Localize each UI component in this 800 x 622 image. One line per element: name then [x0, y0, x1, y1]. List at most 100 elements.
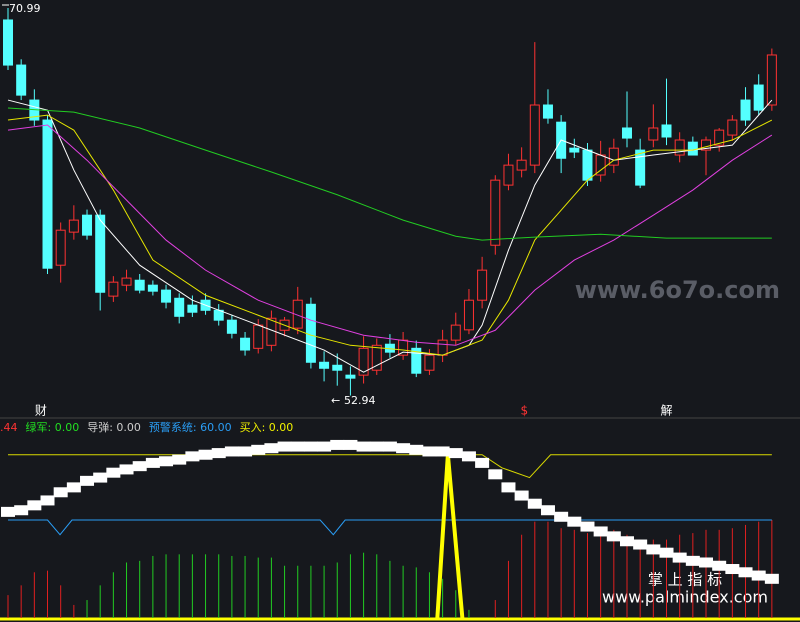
candle-body — [477, 269, 488, 301]
indicator-line — [7, 114, 773, 356]
candle-body — [635, 149, 646, 186]
candle-body — [147, 284, 158, 292]
step-block — [567, 516, 582, 527]
indicator-line — [7, 107, 772, 241]
step-block — [540, 505, 555, 516]
step-block — [211, 448, 226, 459]
candle-body — [740, 99, 751, 121]
footer-url: www.palmindex.com — [602, 588, 768, 607]
step-block — [712, 560, 727, 571]
candle-body — [398, 339, 409, 356]
step-block — [317, 441, 332, 452]
step-block — [448, 448, 463, 459]
candle-body — [332, 364, 343, 371]
indicator-line — [8, 454, 772, 479]
step-block — [685, 555, 700, 566]
step-block — [66, 482, 81, 493]
step-block — [475, 457, 490, 468]
candle-body — [161, 289, 172, 303]
candle-body — [358, 347, 369, 376]
candle-body — [55, 229, 66, 266]
candle-body — [319, 361, 330, 369]
candle-body — [450, 324, 461, 341]
marker: 解 — [660, 404, 672, 418]
candle-body — [187, 304, 198, 313]
step-block — [53, 487, 68, 498]
candle-body — [345, 374, 356, 379]
step-block — [119, 464, 134, 475]
step-block — [132, 461, 147, 472]
step-block — [369, 441, 384, 452]
step-block — [409, 444, 424, 455]
step-block — [501, 482, 516, 493]
watermark: www.6o7o.com — [575, 276, 780, 304]
candle-body — [240, 337, 251, 351]
candle-body — [542, 104, 553, 119]
candle-body — [503, 164, 514, 186]
candle-body — [661, 124, 672, 138]
candle-body — [42, 119, 53, 269]
step-block — [527, 498, 542, 509]
step-block — [27, 500, 42, 511]
step-block — [593, 526, 608, 537]
candle-body — [490, 179, 501, 246]
step-block — [554, 511, 569, 522]
low-label: 52.94 — [344, 394, 376, 407]
step-block — [198, 449, 213, 460]
step-block — [725, 564, 740, 575]
step-block — [277, 441, 292, 452]
step-block — [422, 446, 437, 457]
step-block — [356, 441, 371, 452]
step-block — [738, 567, 753, 578]
candle-body — [411, 347, 422, 374]
candle-body — [305, 303, 316, 363]
candle-body — [134, 279, 145, 291]
step-block — [172, 454, 187, 465]
step-block — [382, 441, 397, 452]
step-block — [330, 439, 345, 450]
step-block — [633, 539, 648, 550]
step-block — [251, 444, 266, 455]
step-block — [619, 536, 634, 547]
candle-body — [621, 127, 632, 139]
step-block — [1, 506, 15, 517]
step-block — [264, 443, 279, 454]
step-block — [751, 570, 766, 581]
candle-body — [68, 219, 79, 233]
step-block — [303, 441, 318, 452]
indicator-line — [7, 124, 773, 346]
candle-body — [766, 54, 777, 106]
step-block — [514, 490, 529, 501]
candle-body — [687, 141, 698, 156]
step-block — [461, 451, 476, 462]
candle-body — [608, 147, 619, 166]
candle-body — [3, 19, 13, 66]
candle-body — [292, 299, 303, 329]
candle-body — [108, 281, 119, 297]
candle-body — [701, 139, 712, 151]
candle-body — [648, 127, 659, 141]
candle-body — [674, 139, 685, 156]
candle-body — [424, 354, 435, 371]
candle-body — [753, 84, 764, 111]
candle-body — [714, 129, 725, 146]
candle-body — [253, 324, 264, 349]
step-block — [672, 552, 687, 563]
legend-entry: 导弹: 0.00 — [87, 420, 141, 434]
candle-body — [16, 64, 27, 96]
marker: $ — [520, 404, 528, 418]
legend-entry: 买入: 0.00 — [240, 421, 294, 434]
legend-entry: .44 — [0, 421, 18, 434]
footer-title: 掌 上 指 标 — [648, 571, 722, 589]
legend-entry: 预警系统: 60.00 — [149, 420, 232, 434]
candle-body — [82, 214, 93, 236]
step-block — [488, 469, 503, 480]
step-block — [435, 446, 450, 457]
step-block — [699, 557, 714, 568]
step-block — [80, 475, 95, 486]
candle-body — [529, 104, 540, 166]
candle-body — [582, 149, 593, 181]
step-block — [106, 467, 121, 478]
